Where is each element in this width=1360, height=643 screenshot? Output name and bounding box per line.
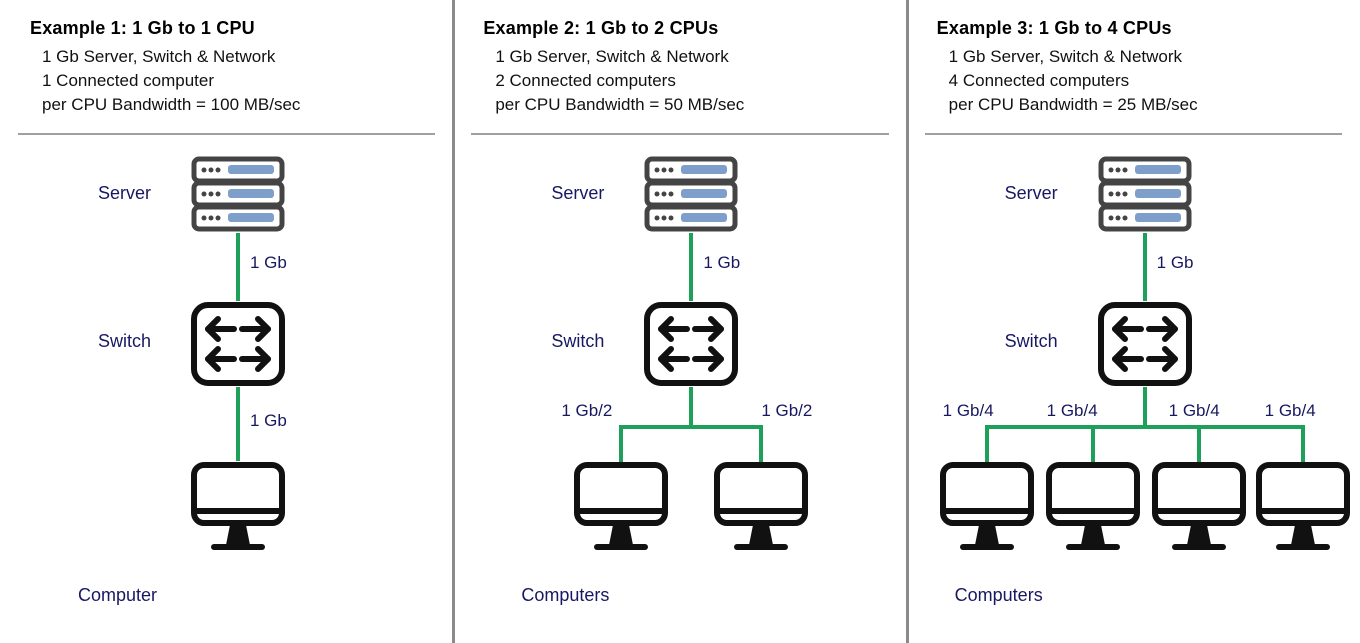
example-1-line-3: per CPU Bandwidth = 100 MB/sec [42,95,423,115]
computer-icon [571,459,671,554]
example-1-diagram: Server 1 Gb Switch 1 Gb Computer [18,135,435,625]
switch-icon [1095,299,1195,389]
column-divider-1 [452,0,455,643]
example-3-line-3: per CPU Bandwidth = 25 MB/sec [949,95,1330,115]
computer-icon [937,459,1037,554]
computer-icon [1253,459,1353,554]
example-2-line-3: per CPU Bandwidth = 50 MB/sec [495,95,876,115]
computers-label: Computers [955,585,1043,606]
example-2-diagram: Server 1 Gb Switch 1 Gb/2 1 Gb/2 Compute… [471,135,888,625]
example-1-line-2: 1 Connected computer [42,71,423,91]
example-2: Example 2: 1 Gb to 2 CPUs 1 Gb Server, S… [453,0,906,643]
column-divider-2 [906,0,909,643]
server-label: Server [551,183,604,204]
computer-icon [188,459,288,554]
link-label-top: 1 Gb [703,253,740,273]
example-1: Example 1: 1 Gb to 1 CPU 1 Gb Server, Sw… [0,0,453,643]
computers-label: Computer [78,585,157,606]
server-icon [641,155,741,235]
example-3-header: Example 3: 1 Gb to 4 CPUs 1 Gb Server, S… [925,18,1342,135]
wire-switch-down [689,387,693,427]
example-2-line-1: 1 Gb Server, Switch & Network [495,47,876,67]
example-1-title: Example 1: 1 Gb to 1 CPU [30,18,423,39]
wire-server-switch [689,233,693,301]
example-2-line-2: 2 Connected computers [495,71,876,91]
example-3-line-2: 4 Connected computers [949,71,1330,91]
example-3-title: Example 3: 1 Gb to 4 CPUs [937,18,1330,39]
server-icon [188,155,288,235]
computer-icon [1149,459,1249,554]
link-label-cpu-2: 1 Gb/4 [1047,401,1098,421]
wire-switch-cpu [236,387,240,461]
example-3: Example 3: 1 Gb to 4 CPUs 1 Gb Server, S… [907,0,1360,643]
link-label-cpu-1: 1 Gb [250,411,287,431]
server-label: Server [1005,183,1058,204]
wire-hbar [985,425,1305,429]
link-label-top: 1 Gb [250,253,287,273]
link-label-top: 1 Gb [1157,253,1194,273]
link-label-cpu-4: 1 Gb/4 [1265,401,1316,421]
link-label-cpu-1: 1 Gb/4 [943,401,994,421]
server-icon [1095,155,1195,235]
example-3-line-1: 1 Gb Server, Switch & Network [949,47,1330,67]
wire-switch-down [1143,387,1147,427]
example-2-header: Example 2: 1 Gb to 2 CPUs 1 Gb Server, S… [471,18,888,135]
diagram-grid: Example 1: 1 Gb to 1 CPU 1 Gb Server, Sw… [0,0,1360,643]
wire-server-switch [236,233,240,301]
computer-icon [711,459,811,554]
computer-icon [1043,459,1143,554]
switch-icon [188,299,288,389]
switch-label: Switch [1005,331,1058,352]
example-1-line-1: 1 Gb Server, Switch & Network [42,47,423,67]
link-label-cpu-2: 1 Gb/2 [761,401,812,421]
link-label-cpu-3: 1 Gb/4 [1169,401,1220,421]
switch-label: Switch [98,331,151,352]
example-1-header: Example 1: 1 Gb to 1 CPU 1 Gb Server, Sw… [18,18,435,135]
switch-label: Switch [551,331,604,352]
wire-server-switch [1143,233,1147,301]
example-3-diagram: Server 1 Gb Switch 1 Gb/4 1 Gb/4 1 Gb/4 … [925,135,1342,625]
example-2-title: Example 2: 1 Gb to 2 CPUs [483,18,876,39]
link-label-cpu-1: 1 Gb/2 [561,401,612,421]
computers-label: Computers [521,585,609,606]
wire-hbar [619,425,763,429]
server-label: Server [98,183,151,204]
switch-icon [641,299,741,389]
